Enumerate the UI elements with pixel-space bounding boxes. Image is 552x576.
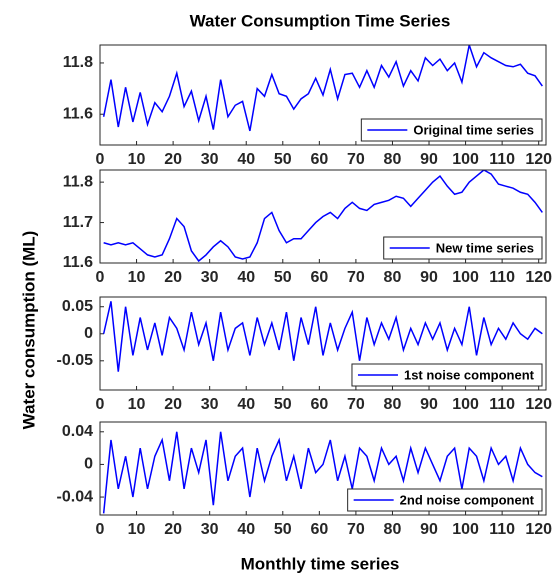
axes-box: [99, 421, 547, 516]
x-tick-label: 60: [310, 269, 328, 286]
x-tick-label: 60: [310, 521, 328, 538]
x-tick-label: 90: [420, 396, 438, 413]
legend: New time series: [383, 236, 543, 260]
x-tick-label: 30: [201, 396, 219, 413]
x-tick-label: 120: [525, 396, 552, 413]
y-tick-label: 11.6: [63, 254, 93, 271]
x-tick-label: 10: [128, 151, 146, 168]
y-axis-label: Water consumption (ML): [19, 231, 38, 430]
x-tick-label: 10: [128, 521, 146, 538]
x-tick-label: 40: [237, 396, 255, 413]
legend: 2nd noise component: [347, 488, 543, 512]
x-tick-label: 80: [384, 269, 402, 286]
x-tick-label: 10: [128, 269, 146, 286]
x-tick-label: 20: [164, 521, 182, 538]
x-tick-label: 50: [274, 269, 292, 286]
y-tick-label: 11.8: [63, 173, 93, 190]
x-tick-label: 40: [237, 269, 255, 286]
x-tick-label: 110: [489, 269, 515, 286]
x-tick-label: 40: [237, 151, 255, 168]
x-tick-label: 110: [489, 396, 515, 413]
x-tick-label: 100: [452, 521, 479, 538]
x-tick-label: 30: [201, 151, 219, 168]
x-tick-label: 120: [525, 151, 552, 168]
axes-box: [99, 44, 547, 146]
x-tick-label: 80: [384, 151, 402, 168]
x-tick-label: 70: [347, 151, 365, 168]
x-tick-label: 100: [452, 269, 479, 286]
x-tick-label: 70: [347, 269, 365, 286]
x-tick-label: 20: [164, 396, 182, 413]
x-tick-label: 60: [310, 151, 328, 168]
x-tick-label: 120: [525, 521, 552, 538]
x-tick-label: 0: [96, 269, 105, 286]
x-tick-label: 80: [384, 396, 402, 413]
legend-box: [351, 363, 543, 387]
x-tick-label: 20: [164, 269, 182, 286]
x-tick-label: 90: [420, 269, 438, 286]
x-tick-label: 0: [96, 396, 105, 413]
legend: Original time series: [360, 118, 543, 142]
legend-box: [360, 118, 543, 142]
x-tick-label: 90: [420, 151, 438, 168]
y-tick-label: 0: [84, 325, 93, 342]
x-tick-label: 30: [201, 269, 219, 286]
x-tick-label: 50: [274, 396, 292, 413]
data-line: [102, 431, 543, 514]
y-tick-label: 0.05: [62, 298, 93, 315]
x-tick-label: 20: [164, 151, 182, 168]
data-line: [102, 45, 543, 132]
x-tick-label: 30: [201, 521, 219, 538]
x-tick-label: 0: [96, 151, 105, 168]
x-tick-label: 110: [489, 151, 515, 168]
data-line: [103, 170, 543, 263]
y-tick-label: 0: [84, 456, 93, 473]
y-tick-label: 11.7: [63, 214, 93, 231]
x-tick-label: 40: [237, 521, 255, 538]
x-tick-label: 110: [489, 521, 515, 538]
x-tick-label: 70: [347, 521, 365, 538]
x-tick-label: 50: [274, 521, 292, 538]
y-tick-label: 0.04: [62, 423, 93, 440]
legend-box: [383, 236, 543, 260]
x-axis-label: Monthly time series: [241, 554, 400, 573]
legend-box: [347, 488, 543, 512]
x-tick-label: 50: [274, 151, 292, 168]
axes-box: [99, 296, 547, 391]
axes-box: [99, 169, 547, 264]
legend: 1st noise component: [351, 363, 543, 387]
data-line: [102, 301, 543, 372]
x-tick-label: 100: [452, 151, 479, 168]
x-tick-label: 90: [420, 521, 438, 538]
legend-label: New time series: [436, 240, 534, 255]
x-tick-label: 80: [384, 521, 402, 538]
x-tick-label: 10: [128, 396, 146, 413]
legend-label: 1st noise component: [404, 367, 535, 382]
y-tick-label: -0.05: [57, 352, 94, 369]
legend-label: Original time series: [413, 122, 534, 137]
y-tick-label: 11.8: [63, 54, 93, 71]
x-tick-label: 120: [525, 269, 552, 286]
legend-label: 2nd noise component: [400, 492, 535, 507]
x-tick-label: 0: [96, 521, 105, 538]
x-tick-label: 100: [452, 396, 479, 413]
figure-title: Water Consumption Time Series: [190, 11, 451, 30]
x-tick-label: 70: [347, 396, 365, 413]
y-tick-label: 11.6: [63, 105, 93, 122]
y-tick-label: -0.04: [57, 488, 94, 505]
x-tick-label: 60: [310, 396, 328, 413]
